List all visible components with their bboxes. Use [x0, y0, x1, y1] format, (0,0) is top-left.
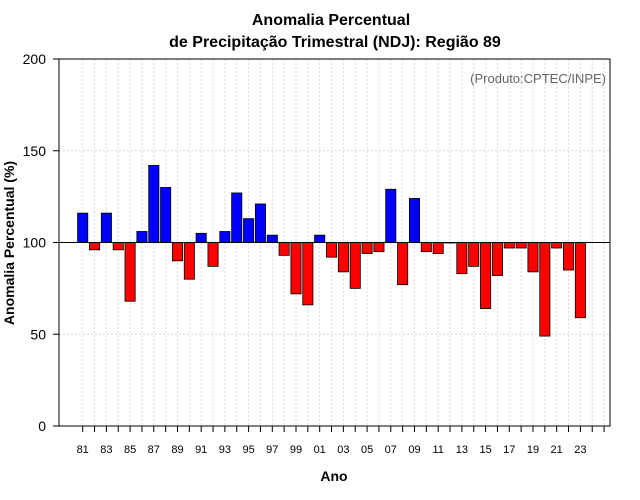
y-tick-label-1: 50: [30, 326, 46, 342]
x-tick-label-8: 97: [266, 444, 278, 456]
bar-1998: [278, 242, 290, 256]
bar-2016: [491, 242, 503, 276]
bar-1983: [100, 212, 112, 243]
bar-2002: [326, 242, 338, 258]
bar-2013: [456, 242, 468, 275]
chart-title-line2: de Precipitação Trimestral (NDJ): Região…: [169, 34, 501, 51]
x-tick-label-13: 07: [385, 444, 397, 456]
bar-2009: [408, 198, 420, 243]
bar-1990: [183, 242, 195, 280]
bar-2000: [302, 242, 314, 306]
y-tick-label-0: 0: [38, 418, 46, 434]
bar-2017: [503, 242, 515, 249]
bar-1996: [254, 203, 266, 243]
bar-2008: [397, 242, 409, 286]
bar-1999: [290, 242, 302, 295]
x-axis: 81 83 85 87 89 91 93 95 97 99 01 03 05 07 09 11 13 15 17 19…: [77, 426, 605, 456]
x-tick-label-0: 81: [77, 444, 89, 456]
grid: [59, 59, 610, 426]
bar-1982: [89, 242, 101, 251]
bar-2018: [515, 242, 527, 249]
y-axis: 0 50 100 150 200: [23, 51, 59, 434]
bar-2003: [337, 242, 349, 273]
x-tick-label-11: 03: [337, 444, 349, 456]
bar-2021: [551, 242, 563, 249]
bar-1995: [243, 218, 255, 243]
x-axis-label: Ano: [320, 468, 347, 484]
x-tick-label-12: 05: [361, 444, 373, 456]
y-tick-label-2: 100: [23, 235, 47, 251]
bar-2004: [349, 242, 361, 289]
x-tick-label-6: 93: [219, 444, 231, 456]
bar-2020: [539, 242, 551, 337]
bar-1981: [77, 212, 89, 243]
x-tick-label-18: 17: [503, 444, 515, 456]
bar-2001: [314, 234, 326, 243]
bar-2015: [480, 242, 492, 309]
x-tick-label-7: 95: [242, 444, 254, 456]
bars: [77, 165, 586, 337]
x-tick-label-2: 85: [124, 444, 136, 456]
x-tick-label-20: 21: [551, 444, 563, 456]
x-tick-label-15: 11: [432, 444, 443, 456]
x-tick-label-1: 83: [100, 444, 112, 456]
y-tick-label-4: 200: [23, 51, 47, 67]
bar-1986: [136, 231, 148, 243]
bar-2007: [385, 188, 397, 243]
x-tick-label-17: 15: [479, 444, 491, 456]
bar-2023: [574, 242, 586, 319]
x-tick-label-16: 13: [456, 444, 468, 456]
bar-1987: [148, 165, 160, 243]
bar-1991: [195, 232, 207, 243]
x-tick-label-3: 87: [148, 444, 160, 456]
bar-1992: [207, 242, 219, 267]
bar-1985: [124, 242, 136, 302]
bar-2019: [527, 242, 539, 273]
bar-2006: [373, 242, 385, 253]
bar-2022: [563, 242, 575, 271]
credit-label: (Produto:CPTEC/INPE): [470, 71, 606, 86]
bar-2011: [432, 242, 444, 254]
x-tick-label-5: 91: [195, 444, 207, 456]
bar-1994: [231, 192, 243, 243]
x-tick-label-14: 09: [408, 444, 420, 456]
bar-1988: [160, 187, 172, 243]
x-tick-label-9: 99: [290, 444, 302, 456]
bar-1997: [266, 234, 278, 243]
bar-2014: [468, 242, 480, 267]
x-tick-label-10: 01: [314, 444, 326, 456]
chart-title-line1: Anomalia Percentual: [252, 12, 410, 29]
bar-2005: [361, 242, 373, 254]
bar-1989: [171, 242, 183, 262]
x-tick-label-21: 23: [574, 444, 586, 456]
y-axis-label: Anomalia Percentual (%): [1, 161, 17, 325]
bar-1993: [219, 231, 231, 243]
y-tick-label-3: 150: [23, 143, 47, 159]
bar-2010: [420, 242, 432, 253]
x-tick-label-19: 19: [527, 444, 539, 456]
x-tick-label-4: 89: [171, 444, 183, 456]
bar-1984: [112, 242, 124, 251]
